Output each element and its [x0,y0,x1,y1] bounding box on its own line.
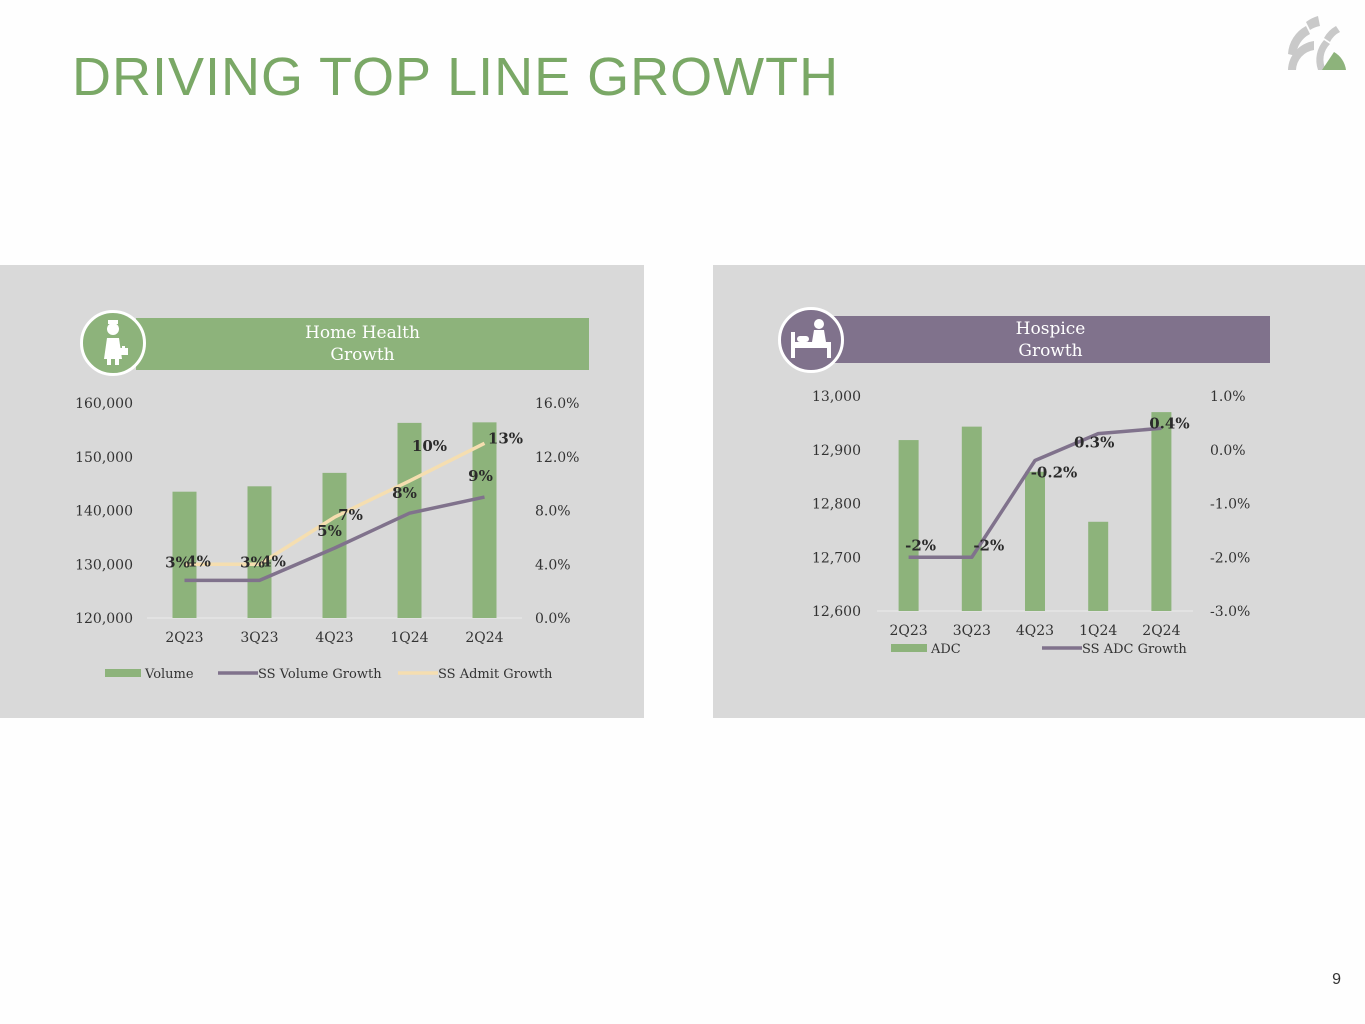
home-health-banner: Home Health Growth [136,318,589,370]
hs-bar [898,440,919,611]
hh-x-tick: 3Q23 [240,630,278,646]
hh-line-ss-admit-growth [184,441,486,566]
hs-bar [1025,471,1045,611]
hs-x-tick: 4Q23 [1016,623,1054,639]
slide-title: DRIVING TOP LINE GROWTH [72,47,840,107]
hh-y-left-tick: 130,000 [75,557,133,573]
hh-data-label: 13% [488,429,523,447]
nurse-icon [80,310,146,376]
hh-y-right-tick: 4.0% [535,557,571,573]
hs-bar [961,426,982,611]
hh-legend-label: SS Admit Growth [438,667,553,682]
hospice-banner: Hospice Growth [831,316,1270,363]
hh-line-ss-volume-growth [184,495,485,583]
hs-y-left-tick: 12,800 [812,497,861,513]
hs-y-left-tick: 13,000 [812,389,861,405]
hh-y-left-tick: 150,000 [75,450,133,466]
hh-data-label: 4% [186,552,211,570]
hs-legend-label: ADC [930,642,961,657]
hs-bar [1088,521,1109,611]
hh-legend-label: SS Volume Growth [258,667,382,682]
hs-bar [1151,412,1172,611]
hh-data-label: 8% [392,484,417,502]
hh-y-right-tick: 16.0% [535,396,579,412]
hs-y-left-tick: 12,600 [812,604,861,620]
hh-data-label: 3% [240,553,265,571]
hh-data-label: 5% [317,522,342,540]
home-health-panel: Home Health Growth 120,000 130,000 140,000… [0,265,644,718]
hh-x-tick: 1Q24 [390,630,428,646]
hospice-banner-text: Hospice Growth [1015,318,1086,361]
hospital-bed-icon [778,307,844,373]
hh-y-left-tick: 160,000 [75,396,133,412]
hh-y-right-tick: 8.0% [535,504,571,520]
hs-y-right-tick: -1.0% [1210,497,1250,513]
hs-y-right-tick: -2.0% [1210,550,1250,566]
hh-legend-swatch [105,669,141,677]
home-health-banner-text: Home Health Growth [305,323,420,365]
hs-y-right-tick: 1.0% [1210,389,1246,405]
hh-bar [247,486,272,618]
hospice-panel: Hospice Growth 12,600 12,700 12,800 12,900 1… [713,265,1365,718]
hs-y-left-tick: 12,700 [812,550,861,566]
hs-data-label: -2% [905,536,936,554]
hh-data-label: 10% [412,437,447,455]
hh-bar [472,422,497,618]
hh-y-right-tick: 0.0% [535,611,571,627]
hh-x-tick: 2Q23 [165,630,203,646]
hh-y-left-tick: 120,000 [75,611,133,627]
company-logo-icon [1288,16,1346,70]
hs-x-tick: 3Q23 [953,623,991,639]
hs-data-label: -2% [973,536,1004,554]
hh-legend-label: Volume [144,667,194,682]
hs-x-tick: 2Q23 [889,623,927,639]
hh-data-label: 7% [338,506,363,524]
hs-y-right-tick: 0.0% [1210,443,1246,459]
hh-x-tick: 4Q23 [315,630,353,646]
hs-legend-swatch [891,644,927,652]
hs-y-left-tick: 12,900 [812,443,861,459]
page-number: 9 [1332,971,1341,988]
hs-data-label: 0.3% [1074,434,1114,452]
hs-x-tick: 2Q24 [1142,623,1180,639]
hospice-chart: 12,600 12,700 12,800 12,900 13,000 -3.0% -2.0%… [812,389,1250,657]
hh-y-left-tick: 140,000 [75,504,133,520]
hs-y-right-tick: -3.0% [1210,604,1250,620]
hh-data-label: 9% [468,467,493,485]
hs-legend-label: SS ADC Growth [1082,642,1187,657]
hh-x-tick: 2Q24 [465,630,503,646]
hh-data-label: 3% [165,553,190,571]
hs-data-label: 0.4% [1149,414,1189,432]
hs-line-ss-adc-growth [908,426,1162,559]
hh-bar [397,422,422,618]
hs-data-label: -0.2% [1031,464,1078,482]
hs-x-tick: 1Q24 [1079,623,1117,639]
hh-y-right-tick: 12.0% [535,450,579,466]
hh-data-label: 4% [261,552,286,570]
hh-bar [172,491,197,618]
home-health-chart: 120,000 130,000 140,000 150,000 160,000 0.0% 4… [75,396,579,682]
